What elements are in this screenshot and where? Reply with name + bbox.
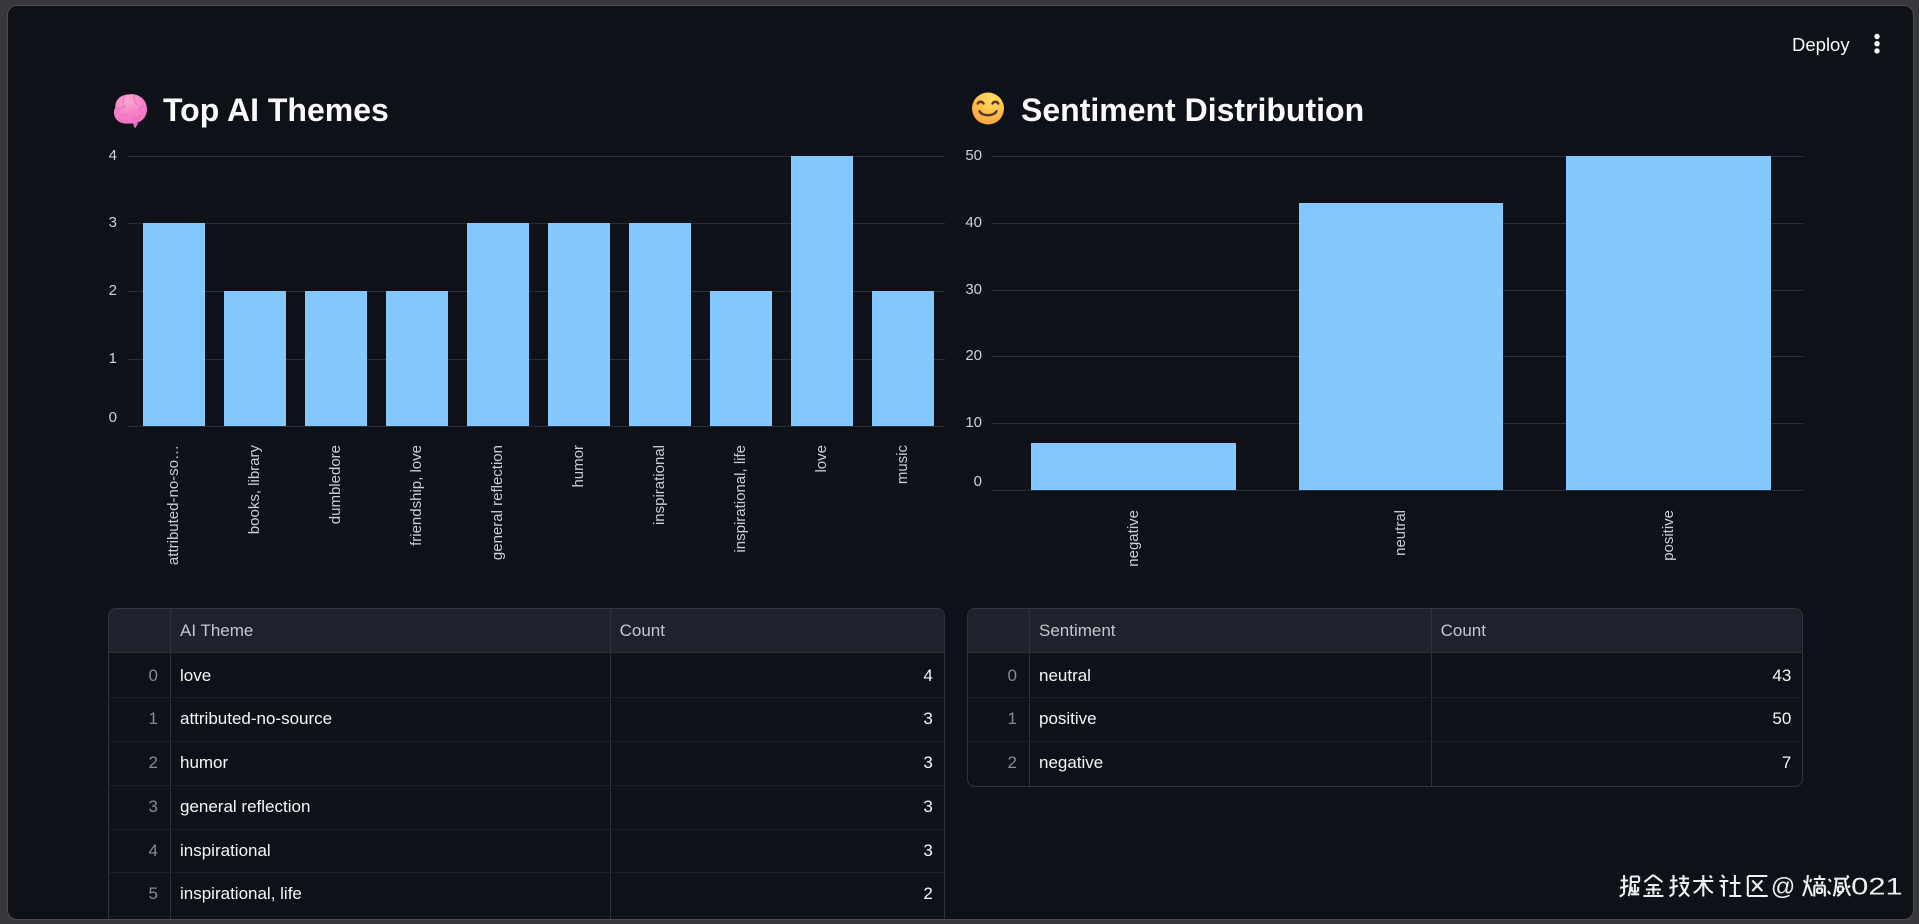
svg-text:021: 021 xyxy=(1851,874,1903,901)
svg-text:@: @ xyxy=(1771,874,1795,901)
